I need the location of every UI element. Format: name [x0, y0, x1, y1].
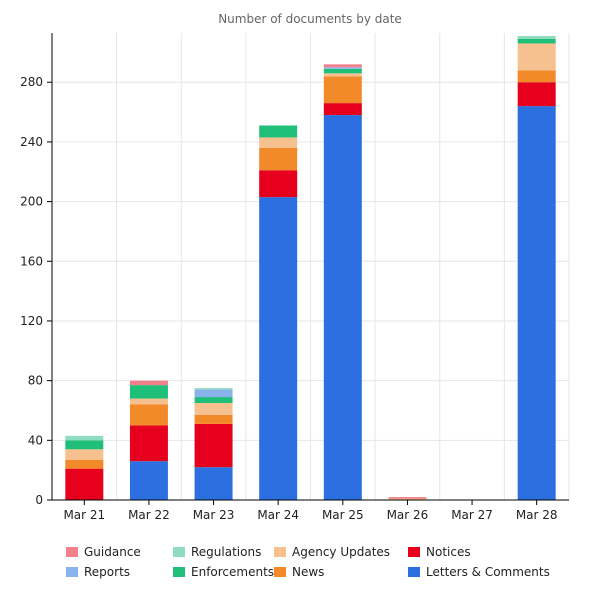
bar-segment: [194, 388, 233, 390]
bar-segment: [517, 35, 556, 39]
legend-item: Reports: [66, 564, 130, 580]
bar-segment: [194, 467, 233, 500]
bar-segment: [194, 389, 233, 398]
bar-segment: [129, 425, 168, 462]
bar-segment: [129, 380, 168, 386]
y-tick-label: 0: [35, 493, 43, 507]
bar-segment: [194, 414, 233, 424]
legend-swatch: [274, 566, 286, 577]
legend-label: Regulations: [191, 545, 262, 559]
bar-segment: [194, 397, 233, 404]
bar-segment: [323, 76, 362, 104]
legend-label: Guidance: [84, 545, 141, 559]
x-tick-label: Mar 24: [257, 508, 299, 522]
chart-title: Number of documents by date: [218, 12, 402, 26]
bar-segment: [517, 43, 556, 71]
legend-label: Letters & Comments: [426, 565, 550, 579]
bar-segment: [129, 404, 168, 426]
bar-segment: [323, 67, 362, 69]
bar-segment: [65, 459, 104, 469]
y-tick-label: 280: [20, 75, 43, 89]
bar-segment: [129, 385, 168, 399]
legend-label: News: [292, 565, 325, 579]
plot-area: 0 40 80 120 160 200 240 280 Mar 21 Mar 22 Mar 23 Ma…: [20, 33, 570, 522]
bar-segment: [65, 468, 104, 500]
x-tick-label: Mar 28: [516, 508, 558, 522]
bar-segment: [259, 170, 298, 198]
x-tick-label: Mar 26: [387, 508, 429, 522]
bar-segment: [65, 435, 104, 441]
legend-label: Reports: [84, 565, 131, 579]
legend-item: Enforcements: [173, 564, 274, 580]
bar-segment: [194, 403, 233, 415]
legend-swatch: [173, 566, 185, 577]
legend-label: Enforcements: [191, 565, 275, 579]
legend-item: Guidance: [66, 544, 141, 560]
legend-label: Agency Updates: [292, 545, 391, 559]
bar-segment: [517, 38, 556, 44]
bar-segment: [323, 68, 362, 74]
bar-segment: [388, 497, 427, 499]
x-tick-label: Mar 25: [322, 508, 364, 522]
legend-item: Regulations: [173, 544, 261, 560]
bar-segment: [259, 125, 298, 138]
legend-swatch: [66, 566, 78, 577]
legend-swatch: [408, 546, 420, 557]
x-tick-label: Mar 27: [451, 508, 493, 522]
bar-segment: [259, 147, 298, 171]
bar-segment: [517, 82, 556, 107]
legend-item: News: [274, 564, 324, 580]
y-tick-label: 40: [28, 433, 43, 447]
bar-segment: [259, 197, 298, 500]
legend-item: Notices: [408, 544, 471, 560]
y-tick-label: 80: [28, 374, 43, 388]
bar-segment: [388, 498, 427, 500]
legend-swatch: [274, 546, 286, 557]
y-tick-label: 200: [20, 195, 43, 209]
bar-segment: [323, 103, 362, 116]
bar-segment: [65, 440, 104, 450]
legend-item: Agency Updates: [274, 544, 390, 560]
bar-segment: [323, 64, 362, 68]
bar-segment: [194, 423, 233, 468]
bar-segment: [517, 106, 556, 500]
x-tick-label: Mar 22: [128, 508, 170, 522]
bar-segment: [323, 73, 362, 77]
legend-swatch: [66, 546, 78, 557]
bar-segment: [129, 398, 168, 405]
bar-segment: [323, 115, 362, 500]
y-tick-label: 240: [20, 135, 43, 149]
x-tick-label: Mar 23: [193, 508, 235, 522]
bar-segment: [259, 137, 298, 148]
legend-swatch: [173, 546, 185, 557]
y-tick-label: 160: [20, 254, 43, 268]
bar-segment: [65, 449, 104, 460]
legend-swatch: [408, 566, 420, 577]
x-tick-label: Mar 21: [63, 508, 105, 522]
legend-label: Notices: [426, 545, 471, 559]
bar-segment: [129, 461, 168, 500]
bar-segment: [517, 70, 556, 83]
legend-item: Letters & Comments: [408, 564, 550, 580]
y-tick-label: 120: [20, 314, 43, 328]
